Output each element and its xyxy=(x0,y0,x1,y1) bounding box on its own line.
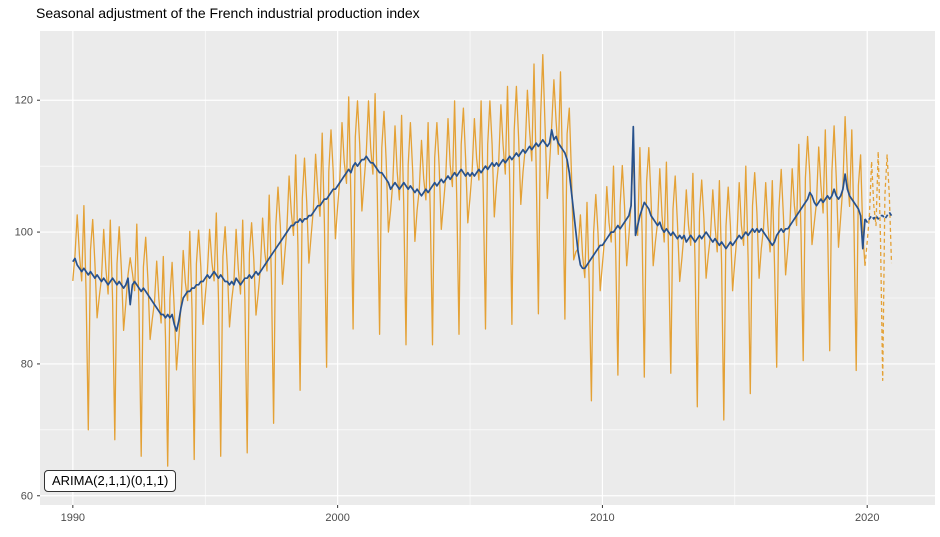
y-tick-label: 80 xyxy=(21,358,33,370)
y-tick-label: 100 xyxy=(15,227,33,239)
seasonally-adjusted-forecast-line xyxy=(864,211,893,224)
x-tick-label: 2020 xyxy=(855,512,879,524)
x-tick-label: 1990 xyxy=(61,512,85,524)
x-tick-label: 2010 xyxy=(590,512,614,524)
raw-index-forecast-line xyxy=(864,150,893,382)
y-tick-label: 120 xyxy=(15,95,33,107)
y-tick-label: 60 xyxy=(21,490,33,502)
seasonally-adjusted-observed-line xyxy=(72,125,866,332)
x-tick-label: 2000 xyxy=(325,512,349,524)
arima-model-label: ARIMA(2,1,1)(0,1,1) xyxy=(44,470,177,492)
raw-index-observed-line xyxy=(72,54,866,467)
panel-background xyxy=(40,31,935,505)
chart-title: Seasonal adjustment of the French indust… xyxy=(36,5,420,21)
